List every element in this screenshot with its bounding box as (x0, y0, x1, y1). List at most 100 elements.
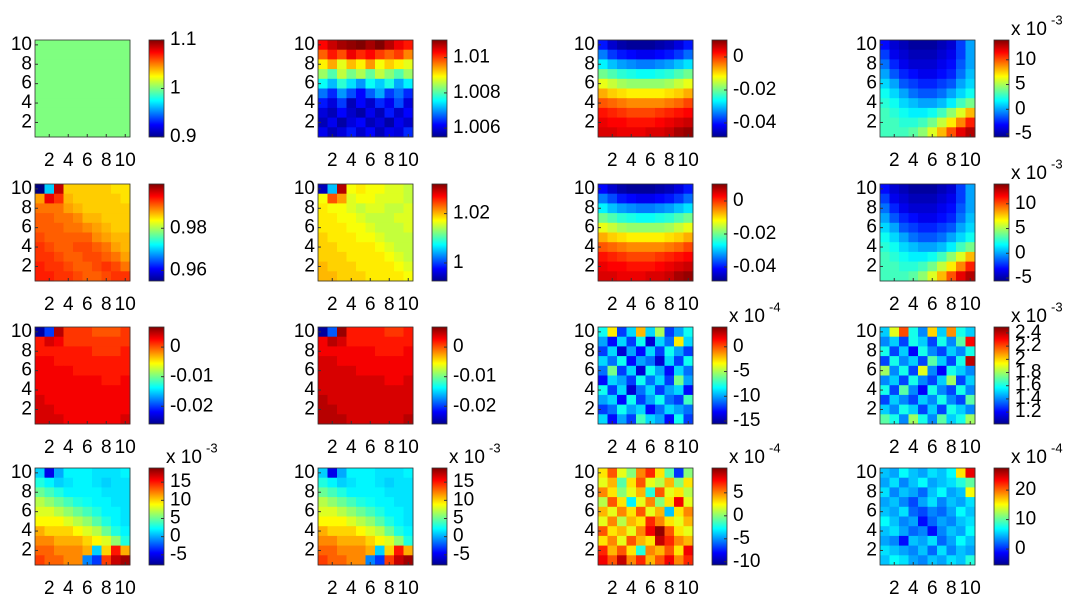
heatmap-cell (889, 477, 900, 488)
heatmap-cell (384, 222, 395, 233)
heatmap-cell (82, 261, 93, 272)
heatmap-cell (375, 127, 385, 138)
heatmap-cell (365, 232, 376, 243)
heatmap-cell (918, 526, 928, 537)
heatmap-cell (92, 468, 102, 479)
heatmap-cell (683, 107, 694, 118)
heatmap-cell (683, 222, 694, 233)
heatmap-cell (54, 414, 64, 425)
heatmap-cell (965, 59, 976, 70)
heatmap-cell (63, 526, 74, 537)
heatmap-cell (937, 117, 947, 128)
heatmap-cell (880, 107, 890, 118)
colorbar (148, 183, 165, 282)
heatmap-cell (918, 271, 928, 282)
heatmap-cell (327, 487, 338, 498)
x-tick-label: 10 (678, 578, 699, 599)
heatmap-cell (44, 394, 55, 405)
heatmap-cell (927, 69, 938, 80)
heatmap-cell (337, 497, 347, 508)
heatmap-cell (92, 59, 102, 70)
heatmap-cell (908, 365, 919, 376)
heatmap-cell (44, 506, 55, 517)
y-tick-label: 4 (304, 236, 315, 257)
heatmap-cell (120, 193, 131, 204)
heatmap-cell (927, 127, 938, 138)
heatmap-cell (956, 535, 966, 546)
heatmap-cell (92, 497, 102, 508)
y-tick-label: 10 (856, 178, 877, 199)
heatmap-cell (927, 414, 938, 425)
heatmap-cell (598, 516, 608, 527)
y-tick-label: 6 (304, 217, 315, 238)
heatmap-cell (617, 545, 627, 556)
heatmap-cell (403, 327, 414, 338)
heatmap-cell (889, 117, 900, 128)
heatmap-cell (636, 203, 646, 214)
x-tick-label: 2 (327, 437, 338, 458)
heatmap-cell (120, 327, 131, 338)
heatmap-cell (111, 506, 121, 517)
heatmap-cell (645, 184, 656, 195)
heatmap-cell (956, 232, 966, 243)
heatmap-cell (664, 222, 675, 233)
heatmap-cell (655, 261, 665, 272)
heatmap-cell (965, 78, 976, 89)
heatmap-cell (946, 40, 957, 51)
heatmap-cell (598, 375, 608, 386)
heatmap-cell (35, 535, 45, 546)
heatmap-cell (889, 487, 900, 498)
heatmap-cell (655, 40, 665, 51)
heatmap-cell (946, 203, 957, 214)
heatmap-cell (626, 375, 637, 386)
heatmap-cell (44, 487, 55, 498)
heatmap-cell (645, 242, 656, 253)
heatmap-cell (937, 232, 947, 243)
heatmap-cell (908, 117, 919, 128)
y-tick-label: 4 (584, 379, 595, 400)
heatmap-cell (384, 375, 395, 386)
y-tick-label: 4 (866, 379, 877, 400)
heatmap-cell (92, 40, 102, 51)
heatmap-cell (645, 98, 656, 109)
heatmap-cell (337, 40, 347, 51)
heatmap-cell (327, 107, 338, 118)
heatmap-cell (927, 526, 938, 537)
heatmap-cell (63, 516, 74, 527)
heatmap-cell (645, 468, 656, 479)
heatmap-cell (82, 545, 93, 556)
heatmap-cell (384, 59, 395, 70)
heatmap-cell (645, 497, 656, 508)
heatmap-cell (384, 365, 395, 376)
heatmap-cell (111, 327, 121, 338)
heatmap-cell (880, 327, 890, 338)
heatmap-cell (908, 526, 919, 537)
heatmap-cell (880, 497, 890, 508)
heatmap-cell (636, 98, 646, 109)
heatmap-cell (655, 242, 665, 253)
heatmap-cell (63, 117, 74, 128)
heatmap-cell (617, 88, 627, 99)
colorbar-tick-label: 1.02 (453, 203, 490, 224)
colorbar-tick-label: -0.02 (733, 223, 776, 244)
heatmap-cell (927, 88, 938, 99)
heatmap-cell (54, 497, 64, 508)
heatmap-cell (327, 203, 338, 214)
heatmap-cell (394, 365, 404, 376)
heatmap-cell (880, 193, 890, 204)
heatmap-cell (82, 59, 93, 70)
x-tick-label: 8 (946, 150, 957, 171)
heatmap-cell (403, 356, 414, 367)
heatmap-cell (880, 414, 890, 425)
heatmap-cell (403, 497, 414, 508)
heatmap-cell (918, 49, 928, 60)
heatmap-cell (880, 545, 890, 556)
heatmap-cell (645, 49, 656, 60)
heatmap-cell (375, 193, 385, 204)
heatmap-cell (111, 251, 121, 262)
heatmap-cell (394, 107, 404, 118)
colorbar (148, 326, 165, 425)
heatmap-cell (927, 242, 938, 253)
heatmap-cell (403, 261, 414, 272)
heatmap-cell (73, 346, 83, 357)
